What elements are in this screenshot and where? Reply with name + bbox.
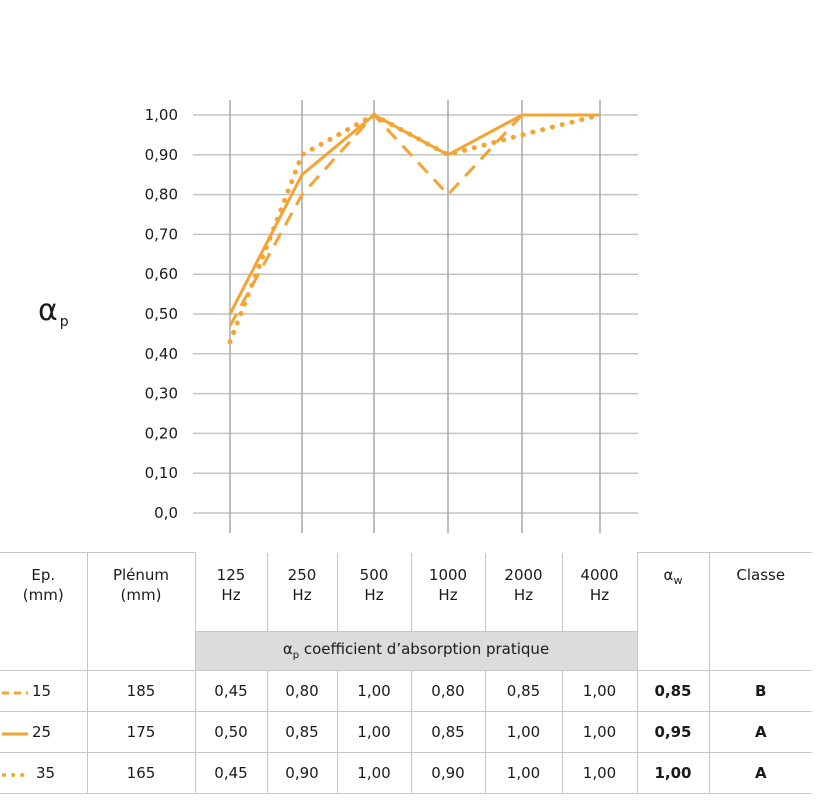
ep-cell: 25: [0, 710, 88, 753]
alpha-w-cell: 0,85: [636, 669, 710, 712]
classe-cell: A: [708, 751, 812, 794]
table-row: 25 175 0,50 0,85 1,00 0,85 1,00 1,00 0,95 A: [0, 710, 812, 753]
coefficient-cell: 0,85: [410, 710, 486, 753]
coefficient-cell: 0,45: [194, 751, 268, 794]
y-tick-label: 1,00: [145, 106, 178, 124]
header-alpha-w: αw: [636, 552, 710, 671]
table-row: 15 185 0,45 0,80 1,00 0,80 0,85 1,00 0,85 B: [0, 669, 812, 712]
table-row: 35 165 0,45 0,90 1,00 0,90 1,00 1,00 1,00 A: [0, 751, 812, 794]
y-tick-label: 0,60: [145, 265, 178, 283]
coefficient-cell: 1,00: [561, 751, 638, 794]
header-classe: Classe: [708, 552, 812, 671]
coefficient-cell: 1,00: [484, 751, 563, 794]
header-500hz: 500 Hz: [336, 552, 412, 632]
classe-cell: A: [708, 710, 812, 753]
header-2000hz: 2000 Hz: [484, 552, 563, 632]
absorption-chart: 0,0 0,10 0,20 0,30 0,40 0,50 0,60 0,70 0,80 0,90 1…: [145, 100, 638, 533]
coefficient-cell: 0,50: [194, 710, 268, 753]
coefficient-cell: 1,00: [336, 669, 412, 712]
coefficient-cell: 1,00: [484, 710, 563, 753]
header-plenum: Plénum (mm): [86, 552, 196, 671]
absorption-table: Ep. (mm) Plénum (mm) 125 Hz 250 Hz 500 Hz 100…: [0, 552, 812, 794]
coefficient-cell: 0,90: [266, 751, 338, 794]
coefficient-cell: 0,80: [410, 669, 486, 712]
chart-grid: [193, 100, 638, 533]
series-line-35: [227, 112, 603, 345]
series-line-15: [228, 113, 600, 327]
dashed-line-legend-icon: [2, 682, 28, 700]
y-tick-label: 0,90: [145, 146, 178, 164]
header-125hz: 125 Hz: [194, 552, 268, 632]
y-tick-label: 0,30: [145, 385, 178, 403]
classe-cell: B: [708, 669, 812, 712]
chart-series: [227, 112, 603, 345]
y-tick-label: 0,50: [145, 305, 178, 323]
coefficient-cell: 0,85: [484, 669, 563, 712]
y-tick-label: 0,40: [145, 345, 178, 363]
header-250hz: 250 Hz: [266, 552, 338, 632]
coefficient-cell: 0,45: [194, 669, 268, 712]
solid-line-legend-icon: [2, 723, 28, 741]
header-1000hz: 1000 Hz: [410, 552, 486, 632]
series-line-25: [228, 113, 600, 315]
plenum-cell: 165: [86, 751, 196, 794]
y-tick-label: 0,80: [145, 186, 178, 204]
plenum-cell: 185: [86, 669, 196, 712]
ep-cell: 35: [0, 751, 88, 794]
coefficient-cell: 1,00: [336, 710, 412, 753]
coefficient-cell: 1,00: [561, 710, 638, 753]
coefficient-cell: 1,00: [561, 669, 638, 712]
y-tick-label: 0,70: [145, 225, 178, 243]
coefficient-band: αp coefficient d’absorption pratique: [194, 630, 638, 671]
coefficient-cell: 0,80: [266, 669, 338, 712]
header-4000hz: 4000 Hz: [561, 552, 638, 632]
dotted-line-legend-icon: [2, 764, 32, 782]
ep-cell: 15: [0, 669, 88, 712]
header-ep: Ep. (mm): [0, 552, 88, 671]
y-tick-label: 0,20: [145, 424, 178, 442]
alpha-w-cell: 1,00: [636, 751, 710, 794]
alpha-w-cell: 0,95: [636, 710, 710, 753]
y-tick-label: 0,0: [154, 504, 178, 522]
y-tick-label: 0,10: [145, 464, 178, 482]
table-header-row: Ep. (mm) Plénum (mm) 125 Hz 250 Hz 500 Hz 100…: [0, 552, 812, 671]
coefficient-cell: 0,85: [266, 710, 338, 753]
plenum-cell: 175: [86, 710, 196, 753]
coefficient-cell: 1,00: [336, 751, 412, 794]
coefficient-cell: 0,90: [410, 751, 486, 794]
y-axis-ticks: 0,0 0,10 0,20 0,30 0,40 0,50 0,60 0,70 0,80 0,90 1…: [145, 106, 178, 522]
table-subheader-row: αp coefficient d’absorption pratique: [0, 630, 812, 671]
